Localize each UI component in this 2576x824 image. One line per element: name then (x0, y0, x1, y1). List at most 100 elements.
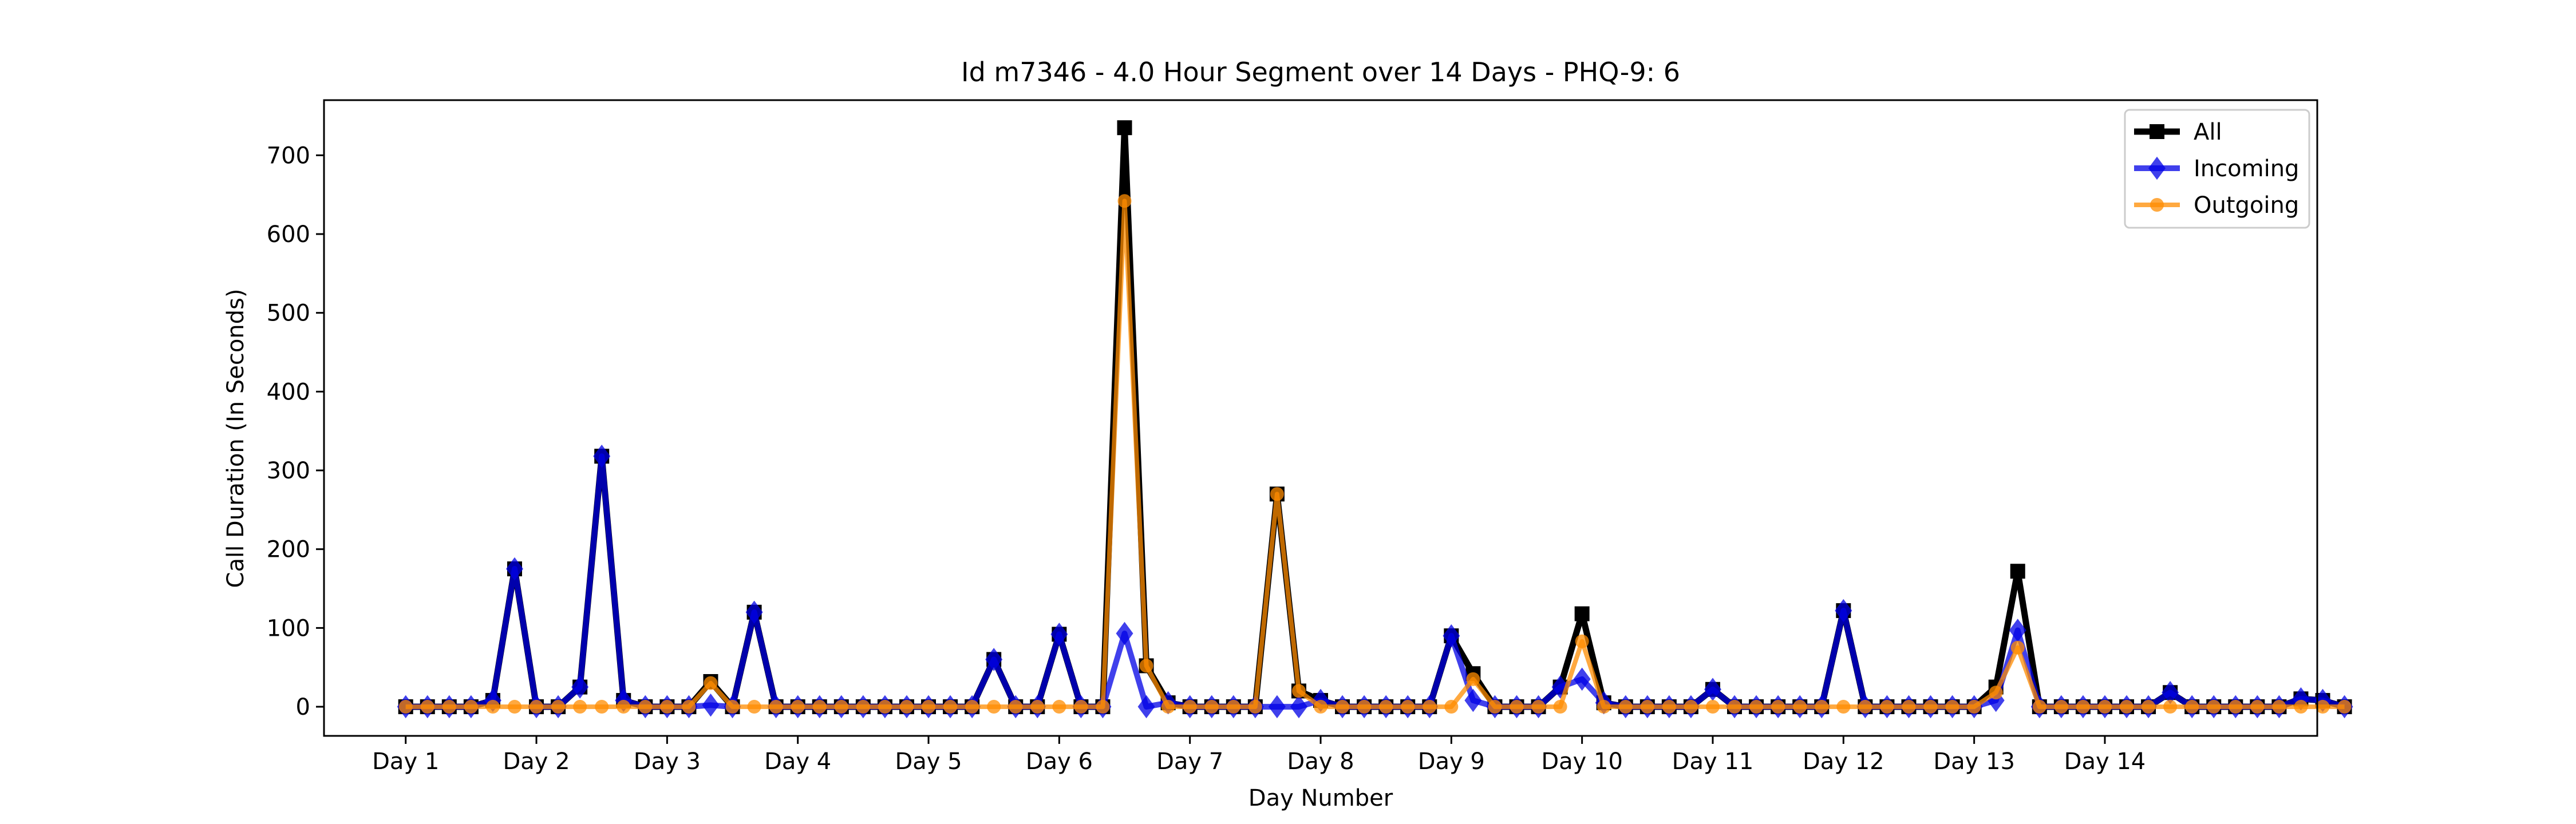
incoming-point (1116, 621, 1133, 645)
incoming-point (1290, 695, 1307, 719)
y-tick-label: 300 (267, 458, 310, 484)
outgoing-point (2142, 700, 2156, 714)
outgoing-point (1531, 700, 1546, 714)
all-point (2010, 564, 2025, 579)
outgoing-point (922, 700, 936, 714)
plot-area-frame (323, 99, 2318, 737)
incoming-point (1464, 688, 1482, 712)
outgoing-point (1074, 700, 1088, 714)
y-tick-label: 0 (296, 694, 310, 720)
outgoing-point (1597, 700, 1611, 714)
incoming-point (1443, 624, 1460, 648)
outgoing-point (812, 700, 827, 714)
outgoing-point (507, 700, 521, 714)
outgoing-point (1009, 700, 1023, 714)
outgoing-point (1728, 700, 1742, 714)
outgoing-point (595, 700, 609, 714)
outgoing-point (1771, 700, 1785, 714)
outgoing-point (1139, 659, 1153, 673)
outgoing-point (1444, 700, 1459, 714)
x-tick-label: Day 5 (895, 748, 962, 775)
x-tick-label: Day 8 (1287, 748, 1354, 775)
outgoing-point (1902, 700, 1916, 714)
incoming-point (571, 675, 589, 699)
outgoing-point (2120, 700, 2134, 714)
legend-label: Incoming (2194, 156, 2299, 182)
outgoing-point (1291, 684, 1306, 698)
outgoing-point (1183, 700, 1197, 714)
outgoing-point (1705, 700, 1720, 714)
outgoing-point (2207, 700, 2221, 714)
outgoing-point (551, 700, 566, 714)
outgoing-point (1270, 487, 1284, 501)
outgoing-point (1923, 700, 1938, 714)
series-outgoing (398, 194, 2352, 714)
x-tick-label: Day 3 (634, 748, 701, 775)
chart-title: Id m7346 - 4.0 Hour Segment over 14 Days… (961, 57, 1680, 88)
x-tick-label: Day 7 (1156, 748, 1223, 775)
outgoing-point (1226, 700, 1240, 714)
x-tick-label: Day 6 (1026, 748, 1093, 775)
outgoing-point (769, 700, 783, 714)
outgoing-point (682, 700, 696, 714)
outgoing-point (2097, 700, 2112, 714)
incoming-point (1835, 599, 1852, 623)
outgoing-point (1336, 700, 1350, 714)
outgoing-point (1858, 700, 1872, 714)
outgoing-point (2163, 700, 2178, 714)
outgoing-point (1553, 700, 1567, 714)
outgoing-point (573, 700, 587, 714)
outgoing-point (2076, 700, 2090, 714)
outgoing-point (2054, 700, 2068, 714)
incoming-point (1050, 623, 1068, 646)
outgoing-point (1401, 700, 1415, 714)
incoming-point (2162, 681, 2179, 704)
outgoing-point (878, 700, 892, 714)
series-incoming (397, 445, 2353, 719)
outgoing-point (464, 700, 478, 714)
outgoing-point (1989, 686, 2003, 700)
x-axis-label: Day Number (1249, 785, 1393, 811)
outgoing-point (1880, 700, 1894, 714)
outgoing-point (1815, 700, 1829, 714)
outgoing-point (2316, 700, 2330, 714)
y-tick-label: 200 (267, 537, 310, 563)
legend-box (2124, 109, 2310, 229)
outgoing-point (1423, 700, 1437, 714)
outgoing-point (791, 700, 805, 714)
outgoing-point (1204, 700, 1219, 714)
outgoing-point (1662, 700, 1676, 714)
y-tick-label: 700 (267, 142, 310, 169)
incoming-point (1268, 695, 1286, 719)
incoming-point (985, 648, 1003, 671)
outgoing-point (1117, 194, 1132, 208)
outgoing-point (1967, 700, 1981, 714)
outgoing-point (530, 700, 544, 714)
y-tick-label: 600 (267, 221, 310, 248)
outgoing-point (2010, 640, 2025, 655)
outgoing-point (965, 700, 979, 714)
legend-label: All (2194, 119, 2222, 145)
outgoing-point (899, 700, 914, 714)
legend-label: Outgoing (2194, 192, 2299, 219)
incoming-point (1573, 667, 1591, 691)
x-tick-label: Day 4 (764, 748, 831, 775)
x-tick-label: Day 10 (1541, 748, 1623, 775)
incoming-point (702, 694, 720, 717)
outgoing-point (1749, 700, 1764, 714)
x-tick-label: Day 1 (372, 748, 439, 775)
outgoing-point (638, 700, 653, 714)
outgoing-point (1488, 700, 1502, 714)
y-axis-label: Call Duration (In Seconds) (223, 289, 249, 588)
outgoing-point (704, 676, 718, 690)
outgoing-point (1510, 700, 1524, 714)
outgoing-point (398, 700, 413, 714)
outgoing-point (1684, 700, 1698, 714)
legend-swatch-marker (2148, 156, 2166, 180)
outgoing-point (2294, 700, 2308, 714)
y-tick-label: 500 (267, 300, 310, 327)
outgoing-point (1640, 700, 1654, 714)
outgoing-point (987, 700, 1001, 714)
outgoing-point (747, 700, 761, 714)
